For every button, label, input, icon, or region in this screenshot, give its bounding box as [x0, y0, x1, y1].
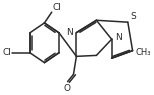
Text: Cl: Cl: [3, 48, 12, 57]
Text: O: O: [63, 84, 70, 93]
Text: N: N: [115, 33, 122, 42]
Text: Cl: Cl: [53, 3, 61, 12]
Text: S: S: [130, 12, 136, 21]
Text: CH₃: CH₃: [136, 48, 151, 57]
Text: N: N: [66, 28, 73, 37]
